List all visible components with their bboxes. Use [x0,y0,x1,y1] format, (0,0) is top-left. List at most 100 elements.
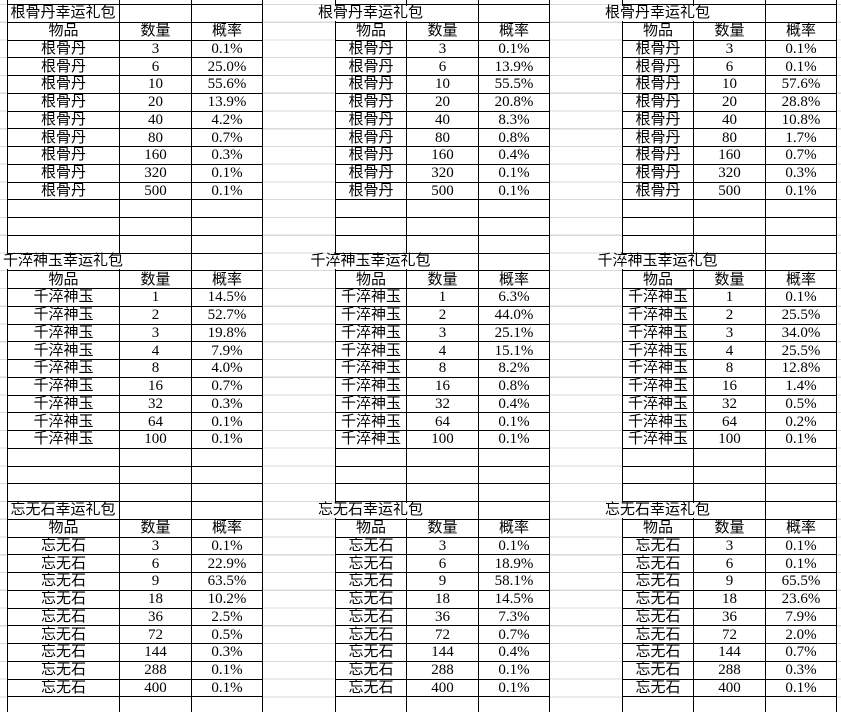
cell-probability[interactable]: 10.2% [191,590,263,608]
cell-item[interactable]: 根骨丹 [622,76,693,93]
empty-cell[interactable] [191,253,263,271]
cell-item[interactable]: 忘无石 [7,608,119,626]
cell-item[interactable]: 根骨丹 [7,58,119,75]
header-probability[interactable]: 概率 [478,519,550,537]
cell-quantity[interactable]: 64 [693,413,765,430]
cell-probability[interactable]: 14.5% [191,289,263,306]
cell-probability[interactable]: 0.3% [191,147,263,164]
cell-probability[interactable]: 0.4% [478,147,550,164]
cell-probability[interactable]: 13.9% [478,58,550,75]
cell-probability[interactable]: 6.3% [478,289,550,306]
empty-cell[interactable] [191,484,263,501]
empty-cell[interactable] [7,218,119,235]
cell-quantity[interactable]: 320 [119,164,191,182]
cell-item[interactable]: 忘无石 [622,626,693,643]
cell-quantity[interactable]: 320 [693,164,765,182]
empty-cell[interactable] [335,466,406,484]
header-probability[interactable]: 概率 [191,271,263,288]
cell-item[interactable]: 根骨丹 [335,129,406,146]
cell-item[interactable]: 忘无石 [7,679,119,697]
cell-quantity[interactable]: 144 [119,644,191,661]
cell-item[interactable]: 忘无石 [622,537,693,555]
cell-item[interactable]: 忘无石 [335,661,406,679]
cell-item[interactable]: 忘无石 [335,644,406,661]
cell-quantity[interactable]: 2 [406,306,478,324]
cell-quantity[interactable]: 400 [406,679,478,697]
cell-quantity[interactable]: 72 [693,626,765,643]
cell-item[interactable]: 忘无石 [622,573,693,590]
title-cell[interactable] [335,253,406,271]
cell-quantity[interactable]: 72 [406,626,478,643]
empty-cell[interactable] [191,235,263,253]
cell-item[interactable]: 根骨丹 [335,58,406,75]
cell-item[interactable]: 忘无石 [335,537,406,555]
cell-quantity[interactable]: 16 [406,377,478,395]
cell-item[interactable]: 千淬神玉 [7,360,119,377]
cell-quantity[interactable]: 1 [693,289,765,306]
header-item[interactable]: 物品 [622,271,693,288]
cell-item[interactable]: 千淬神玉 [7,306,119,324]
empty-cell[interactable] [335,235,406,253]
cell-probability[interactable]: 25.0% [191,58,263,75]
cell-quantity[interactable]: 9 [406,573,478,590]
cell-quantity[interactable]: 160 [693,147,765,164]
title-cell[interactable] [7,253,119,271]
cell-probability[interactable]: 58.1% [478,573,550,590]
cell-probability[interactable]: 13.9% [191,93,263,111]
cell-quantity[interactable]: 500 [406,182,478,200]
empty-cell[interactable] [693,200,765,217]
empty-cell[interactable] [478,253,550,271]
cell-quantity[interactable]: 6 [693,555,765,572]
cell-quantity[interactable]: 4 [693,342,765,359]
header-quantity[interactable]: 数量 [693,22,765,40]
cell-item[interactable]: 千淬神玉 [622,377,693,395]
cell-probability[interactable]: 0.7% [478,626,550,643]
cell-quantity[interactable]: 8 [406,360,478,377]
cell-quantity[interactable]: 288 [406,661,478,679]
empty-cell[interactable] [191,466,263,484]
empty-cell[interactable] [478,502,550,519]
cell-item[interactable]: 根骨丹 [7,93,119,111]
cell-item[interactable]: 忘无石 [335,608,406,626]
cell-quantity[interactable]: 40 [406,111,478,129]
cell-probability[interactable]: 0.1% [478,182,550,200]
cell-quantity[interactable]: 36 [406,608,478,626]
empty-cell[interactable] [693,502,765,519]
empty-cell[interactable] [622,484,693,501]
cell-item[interactable]: 忘无石 [622,590,693,608]
cell-quantity[interactable]: 10 [693,76,765,93]
cell-probability[interactable]: 0.1% [765,537,837,555]
cell-quantity[interactable]: 3 [119,40,191,58]
cell-item[interactable]: 根骨丹 [335,93,406,111]
cell-item[interactable]: 根骨丹 [622,40,693,58]
empty-cell[interactable] [191,200,263,217]
title-cell[interactable] [335,502,406,519]
empty-cell[interactable] [622,697,693,712]
cell-quantity[interactable]: 72 [119,626,191,643]
cell-item[interactable]: 千淬神玉 [335,324,406,342]
cell-item[interactable]: 千淬神玉 [7,289,119,306]
cell-item[interactable]: 根骨丹 [622,111,693,129]
cell-quantity[interactable]: 6 [693,58,765,75]
header-quantity[interactable]: 数量 [693,271,765,288]
cell-quantity[interactable]: 6 [119,555,191,572]
cell-item[interactable]: 忘无石 [622,555,693,572]
cell-quantity[interactable]: 1 [406,289,478,306]
empty-cell[interactable] [335,218,406,235]
empty-cell[interactable] [765,200,837,217]
empty-cell[interactable] [119,448,191,466]
cell-probability[interactable]: 0.5% [765,395,837,413]
cell-probability[interactable]: 0.1% [191,679,263,697]
cell-quantity[interactable]: 32 [693,395,765,413]
cell-item[interactable]: 千淬神玉 [335,360,406,377]
cell-item[interactable]: 根骨丹 [335,111,406,129]
cell-quantity[interactable]: 32 [406,395,478,413]
empty-cell[interactable] [406,235,478,253]
header-item[interactable]: 物品 [622,519,693,537]
cell-item[interactable]: 忘无石 [622,661,693,679]
cell-quantity[interactable]: 9 [693,573,765,590]
empty-cell[interactable] [765,253,837,271]
cell-item[interactable]: 千淬神玉 [7,342,119,359]
empty-cell[interactable] [622,0,693,4]
cell-item[interactable]: 忘无石 [7,537,119,555]
